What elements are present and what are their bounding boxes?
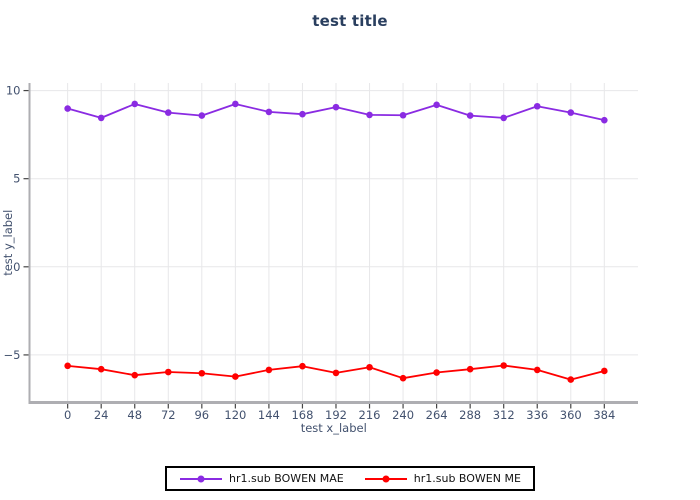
legend-marker-icon	[180, 475, 223, 482]
data-point	[332, 369, 340, 377]
data-point	[232, 373, 239, 380]
data-point	[64, 105, 71, 112]
data-point	[265, 108, 273, 116]
data-point	[399, 111, 407, 119]
x-tick-label: 360	[560, 408, 582, 422]
x-tick-label: 24	[94, 408, 109, 422]
data-point	[567, 376, 575, 383]
data-point	[466, 365, 474, 373]
data-point	[567, 109, 575, 116]
x-tick-label: 216	[359, 408, 381, 422]
data-point	[131, 371, 139, 379]
x-tick-label: 168	[291, 408, 313, 422]
data-point	[332, 103, 340, 111]
x-tick-label: 288	[459, 408, 481, 422]
y-tick-label: −5	[4, 348, 21, 362]
data-point	[232, 100, 239, 108]
data-point	[399, 374, 407, 382]
data-point	[64, 362, 71, 370]
x-tick-label: 144	[258, 408, 280, 422]
legend-entry[interactable]: hr1.sub BOWEN ME	[364, 472, 521, 485]
data-point	[198, 369, 206, 377]
y-tick-label: 0	[13, 260, 20, 274]
x-tick-label: 0	[64, 408, 71, 422]
y-tick-label: 5	[13, 172, 20, 186]
data-point	[533, 366, 541, 374]
x-tick-label: 264	[426, 408, 448, 422]
chart-title: test title	[312, 12, 388, 30]
data-point	[198, 112, 206, 119]
data-point	[366, 363, 373, 371]
data-point	[164, 109, 172, 116]
data-point	[366, 111, 373, 119]
x-axis-label: test x_label	[301, 421, 367, 435]
x-tick-label: 336	[526, 408, 548, 422]
data-point	[97, 365, 105, 373]
y-tick-label: 10	[6, 84, 21, 98]
legend-label: hr1.sub BOWEN ME	[413, 472, 521, 485]
data-point	[466, 112, 474, 119]
x-tick-label: 120	[224, 408, 246, 422]
data-point	[500, 114, 507, 122]
data-point	[433, 101, 440, 109]
data-point	[97, 114, 105, 122]
legend-label: hr1.sub BOWEN MAE	[229, 472, 344, 485]
x-tick-label: 72	[161, 408, 176, 422]
x-tick-label: 240	[392, 408, 414, 422]
data-point	[533, 102, 541, 110]
data-point	[299, 362, 306, 370]
data-point	[500, 362, 507, 369]
x-tick-label: 48	[127, 408, 142, 422]
plot-area: 0 24 48 72 96 120 144 168 192 216 240 264 288 312 336 3…	[1, 83, 638, 435]
data-point	[601, 367, 608, 375]
legend-marker-icon	[364, 475, 407, 482]
data-point	[164, 368, 172, 376]
legend-entry[interactable]: hr1.sub BOWEN MAE	[179, 472, 344, 485]
x-tick-label: 384	[593, 408, 615, 422]
data-point	[299, 110, 306, 118]
x-tick-label: 96	[194, 408, 209, 422]
data-point	[131, 100, 139, 108]
x-tick-label: 192	[325, 408, 347, 422]
y-axis-label: test y_label	[1, 210, 15, 276]
legend: hr1.sub BOWEN MAE hr1.sub BOWEN ME	[165, 466, 535, 491]
data-point	[433, 369, 440, 376]
x-tick-label: 312	[493, 408, 515, 422]
data-point	[265, 366, 273, 374]
data-point	[601, 116, 608, 124]
